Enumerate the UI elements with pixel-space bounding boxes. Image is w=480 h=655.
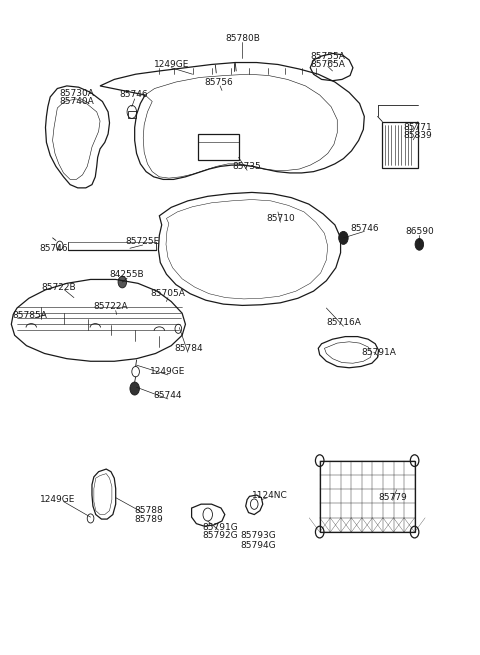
Text: 85785A: 85785A xyxy=(13,311,48,320)
Text: 85765A: 85765A xyxy=(311,60,345,69)
Bar xyxy=(128,111,136,119)
Text: 85791G: 85791G xyxy=(202,523,238,532)
Text: 85746: 85746 xyxy=(350,224,379,233)
Bar xyxy=(383,122,418,168)
Text: 84255B: 84255B xyxy=(110,270,144,279)
Text: 85756: 85756 xyxy=(204,77,233,86)
Text: 85746: 85746 xyxy=(40,244,68,253)
Text: 85793G: 85793G xyxy=(240,531,276,540)
Text: 1249GE: 1249GE xyxy=(40,495,75,504)
Text: 85735: 85735 xyxy=(233,162,262,171)
Text: 85730A: 85730A xyxy=(59,89,94,98)
Text: 1124NC: 1124NC xyxy=(252,491,288,500)
Circle shape xyxy=(339,231,348,244)
Text: 85705A: 85705A xyxy=(150,290,185,298)
Bar xyxy=(198,134,239,160)
Text: 85780B: 85780B xyxy=(225,34,260,43)
Circle shape xyxy=(130,382,139,395)
Text: 85789: 85789 xyxy=(134,515,163,523)
Text: 85788: 85788 xyxy=(134,506,163,515)
Text: 85744: 85744 xyxy=(154,391,182,400)
Text: 85722B: 85722B xyxy=(41,283,76,291)
Text: 85779: 85779 xyxy=(378,493,407,502)
Text: 85710: 85710 xyxy=(266,214,295,223)
Text: 85839: 85839 xyxy=(404,132,432,140)
Text: 85794G: 85794G xyxy=(240,540,276,550)
Text: 86590: 86590 xyxy=(405,227,434,236)
Text: 85791A: 85791A xyxy=(361,348,396,357)
Text: 85771: 85771 xyxy=(404,123,432,132)
Text: 85716A: 85716A xyxy=(326,318,361,327)
Text: 1249GE: 1249GE xyxy=(150,367,186,376)
Text: 85740A: 85740A xyxy=(59,97,94,106)
Text: 85755A: 85755A xyxy=(311,52,345,60)
Circle shape xyxy=(118,276,127,288)
Circle shape xyxy=(415,238,424,250)
Bar xyxy=(320,460,415,532)
Text: 85722A: 85722A xyxy=(94,302,128,311)
Text: 85725E: 85725E xyxy=(126,237,160,246)
Text: 1249GE: 1249GE xyxy=(154,60,189,69)
Text: 85746: 85746 xyxy=(119,90,147,100)
Text: 85792G: 85792G xyxy=(202,531,238,540)
Text: 85784: 85784 xyxy=(174,344,203,353)
